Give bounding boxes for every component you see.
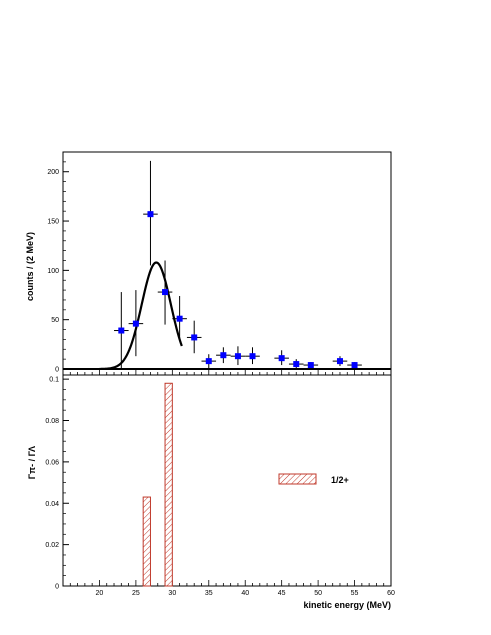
y-tick-label: 0.1: [49, 377, 59, 384]
data-point: [245, 347, 260, 365]
data-point: [186, 320, 202, 354]
x-tick-label: 35: [205, 590, 213, 597]
ratio-panel: 00.020.040.060.080.1 20 25 30 35 40 45 50 55 60 …: [27, 374, 395, 610]
top-plot-frame: [62, 151, 392, 376]
x-tick-label: 30: [168, 590, 176, 597]
x-tick-label: 20: [96, 590, 104, 597]
data-point: [128, 290, 144, 357]
y-tick-label: 50: [51, 317, 59, 324]
data-point: [216, 347, 231, 364]
data-point: [347, 362, 362, 369]
data-point: [114, 292, 129, 369]
data-point: [332, 356, 348, 367]
data-point: [201, 354, 217, 369]
x-axis-title: kinetic energy (MeV): [303, 600, 391, 610]
y-tick-label: 200: [47, 169, 59, 176]
data-point: [157, 260, 173, 325]
data-point: [274, 350, 289, 366]
y-tick-label: 0.08: [45, 418, 59, 425]
data-point: [288, 359, 304, 369]
y-tick-label: 150: [47, 219, 59, 226]
data-points: [114, 160, 362, 369]
x-tick-label: 50: [314, 590, 322, 597]
bars: [142, 382, 173, 587]
top-y-axis-title: counts / (2 MeV): [25, 232, 35, 301]
bottom-x-axis: 20 25 30 35 40 45 50 55 60: [69, 580, 395, 597]
bar: [164, 382, 173, 587]
legend-label: 1/2+: [331, 475, 349, 485]
y-tick-label: 0.02: [45, 542, 59, 549]
x-tick-label: 55: [351, 590, 359, 597]
x-tick-label: 25: [132, 590, 140, 597]
x-tick-label: 45: [278, 590, 286, 597]
bottom-y-axis: 0 0.02 0.04 0.06 0.08 0.1: [45, 377, 69, 591]
data-point: [172, 296, 187, 341]
x-tick-label: 40: [241, 590, 249, 597]
top-y-axis: 0 50 100 150 200: [47, 161, 69, 374]
data-point: [303, 362, 319, 369]
y-tick-label: 100: [47, 268, 59, 275]
legend-swatch: [278, 473, 317, 485]
fit-curve: [99, 261, 183, 371]
bottom-plot-frame: [62, 374, 392, 587]
bar: [142, 496, 151, 587]
bottom-y-axis-title: Γπ- / ΓΛ: [27, 446, 37, 479]
y-tick-label: 0: [55, 367, 59, 374]
data-point: [230, 346, 246, 366]
x-tick-label: 60: [387, 590, 395, 597]
y-tick-label: 0.06: [45, 459, 59, 466]
counts-panel: 0 50 100 150 200 counts / (2 MeV): [25, 151, 392, 376]
data-point: [143, 160, 158, 266]
y-tick-label: 0: [55, 584, 59, 591]
y-tick-label: 0.04: [45, 501, 59, 508]
